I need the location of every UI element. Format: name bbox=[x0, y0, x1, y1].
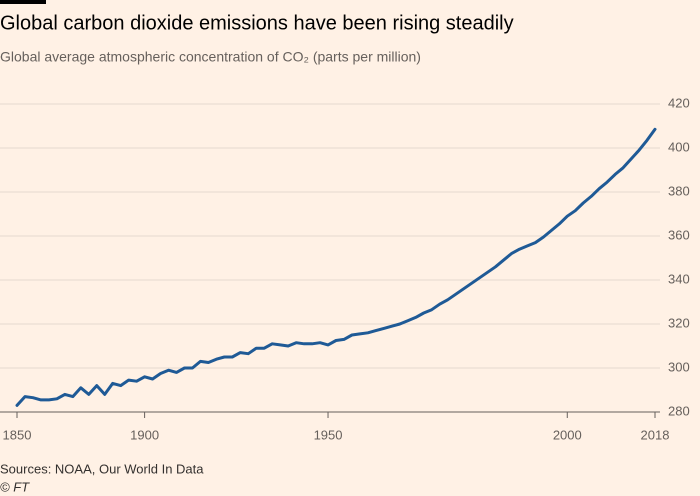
y-tick-label: 380 bbox=[668, 183, 690, 198]
x-tick-label: 1850 bbox=[3, 427, 32, 442]
y-tick-label: 400 bbox=[668, 139, 690, 154]
chart-subtitle: Global average atmospheric concentration… bbox=[0, 49, 421, 65]
y-tick-label: 320 bbox=[668, 315, 690, 330]
y-tick-label: 420 bbox=[668, 95, 690, 110]
x-tick-label: 1900 bbox=[130, 427, 159, 442]
x-tick-label: 2018 bbox=[641, 427, 670, 442]
line bbox=[15, 127, 657, 407]
x-tick-label: 1950 bbox=[314, 427, 343, 442]
y-tick-label: 300 bbox=[668, 359, 690, 374]
y-tick-label: 360 bbox=[668, 227, 690, 242]
credit: © FT bbox=[0, 479, 30, 494]
y-tick-label: 280 bbox=[668, 403, 690, 418]
title-bar bbox=[0, 0, 46, 4]
chart-title: Global carbon dioxide emissions have bee… bbox=[0, 12, 514, 34]
y-tick-label: 340 bbox=[668, 271, 690, 286]
source: Sources: NOAA, Our World In Data bbox=[0, 461, 204, 476]
x-tick-label: 2000 bbox=[553, 427, 582, 442]
